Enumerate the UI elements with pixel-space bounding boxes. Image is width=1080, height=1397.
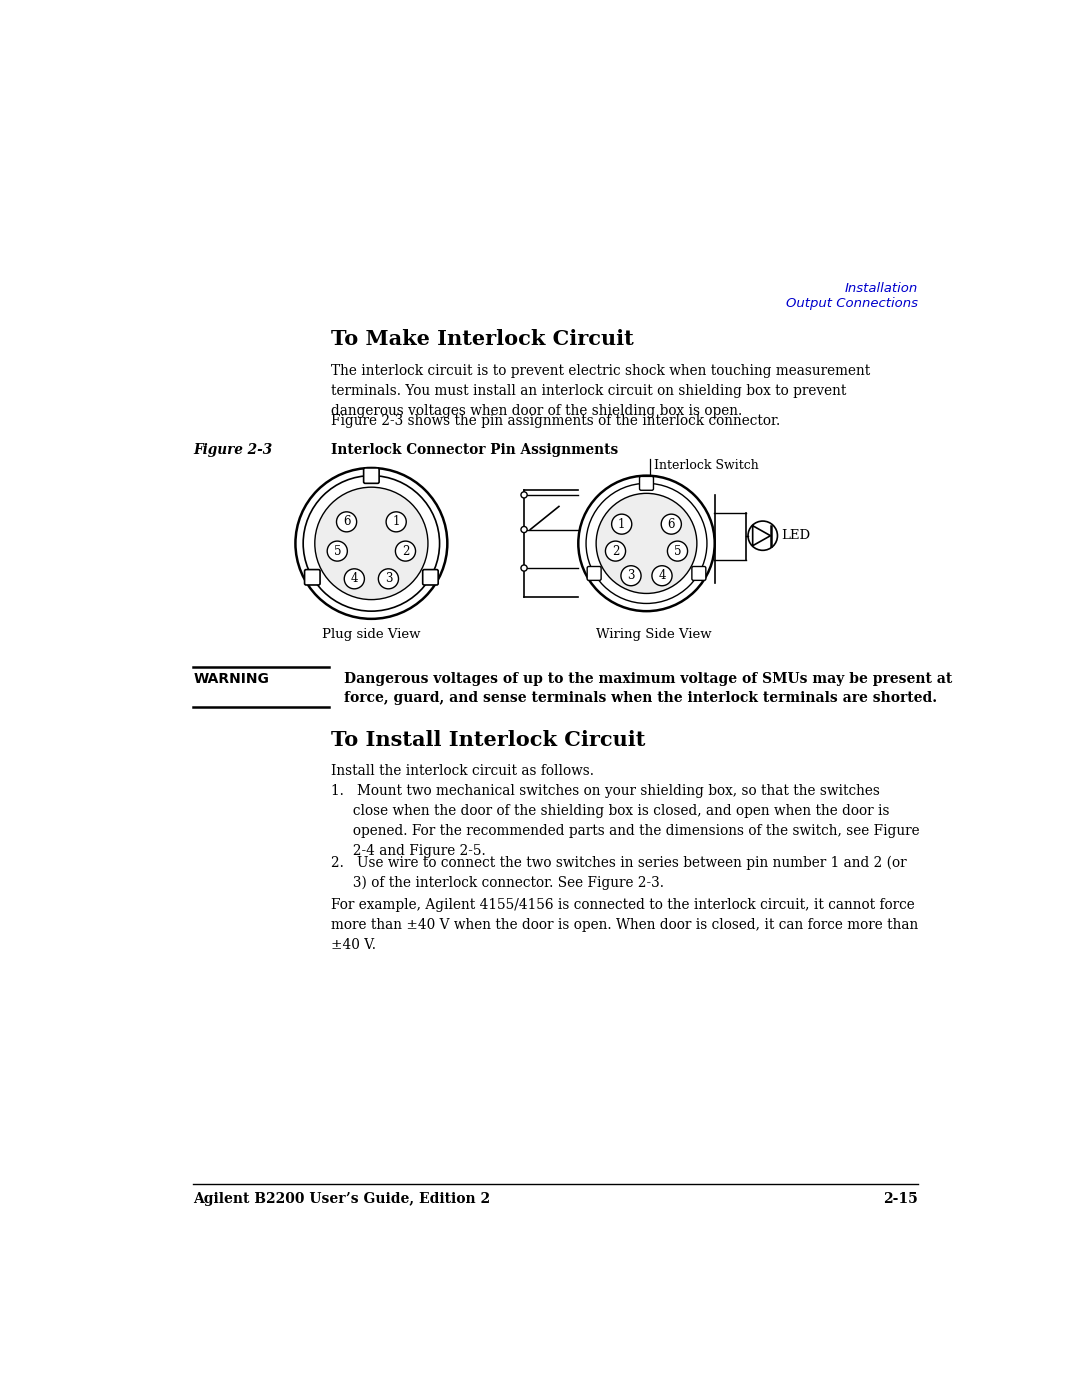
Text: Installation: Installation xyxy=(845,282,918,295)
Circle shape xyxy=(387,511,406,532)
Circle shape xyxy=(345,569,364,588)
Polygon shape xyxy=(753,525,770,546)
Circle shape xyxy=(296,468,447,619)
Text: Figure 2-3 shows the pin assignments of the interlock connector.: Figure 2-3 shows the pin assignments of … xyxy=(332,414,781,427)
Circle shape xyxy=(652,566,672,585)
Circle shape xyxy=(521,564,527,571)
Circle shape xyxy=(314,488,428,599)
Text: 6: 6 xyxy=(342,515,350,528)
Circle shape xyxy=(521,527,527,532)
Circle shape xyxy=(578,475,715,610)
Circle shape xyxy=(327,541,348,562)
Text: 6: 6 xyxy=(667,518,675,531)
FancyBboxPatch shape xyxy=(639,476,653,490)
Text: Agilent B2200 User’s Guide, Edition 2: Agilent B2200 User’s Guide, Edition 2 xyxy=(193,1192,490,1206)
Text: To Install Interlock Circuit: To Install Interlock Circuit xyxy=(332,729,646,750)
Text: For example, Agilent 4155/4156 is connected to the interlock circuit, it cannot : For example, Agilent 4155/4156 is connec… xyxy=(332,898,918,951)
Text: Dangerous voltages of up to the maximum voltage of SMUs may be present at
force,: Dangerous voltages of up to the maximum … xyxy=(345,672,953,705)
Circle shape xyxy=(611,514,632,534)
Text: WARNING: WARNING xyxy=(193,672,269,686)
FancyBboxPatch shape xyxy=(588,567,602,580)
Circle shape xyxy=(667,541,688,562)
Text: LED: LED xyxy=(781,529,810,542)
Circle shape xyxy=(378,569,399,588)
Circle shape xyxy=(596,493,697,594)
Text: 3: 3 xyxy=(627,569,635,583)
Text: 5: 5 xyxy=(334,545,341,557)
FancyBboxPatch shape xyxy=(422,570,438,585)
Text: 2-15: 2-15 xyxy=(883,1192,918,1206)
FancyBboxPatch shape xyxy=(305,570,320,585)
FancyBboxPatch shape xyxy=(364,468,379,483)
Text: Interlock Connector Pin Assignments: Interlock Connector Pin Assignments xyxy=(332,443,618,457)
Text: To Make Interlock Circuit: To Make Interlock Circuit xyxy=(332,330,634,349)
Text: Output Connections: Output Connections xyxy=(786,298,918,310)
Text: 2.   Use wire to connect the two switches in series between pin number 1 and 2 (: 2. Use wire to connect the two switches … xyxy=(332,855,907,890)
Text: 1.   Mount two mechanical switches on your shielding box, so that the switches
 : 1. Mount two mechanical switches on your… xyxy=(332,784,920,858)
Text: 2: 2 xyxy=(402,545,409,557)
FancyBboxPatch shape xyxy=(692,567,706,580)
Circle shape xyxy=(395,541,416,562)
Circle shape xyxy=(606,541,625,562)
Text: 1: 1 xyxy=(618,518,625,531)
Circle shape xyxy=(521,492,527,497)
Text: The interlock circuit is to prevent electric shock when touching measurement
ter: The interlock circuit is to prevent elec… xyxy=(332,365,870,418)
Text: 4: 4 xyxy=(351,573,359,585)
Text: Wiring Side View: Wiring Side View xyxy=(596,629,712,641)
Circle shape xyxy=(621,566,642,585)
Text: 4: 4 xyxy=(658,569,665,583)
Text: 3: 3 xyxy=(384,573,392,585)
Text: Figure 2-3: Figure 2-3 xyxy=(193,443,272,457)
Text: 2: 2 xyxy=(611,545,619,557)
Text: Interlock Switch: Interlock Switch xyxy=(654,458,759,472)
Circle shape xyxy=(661,514,681,534)
Text: 5: 5 xyxy=(674,545,681,557)
Text: 1: 1 xyxy=(392,515,400,528)
Text: Plug side View: Plug side View xyxy=(322,629,420,641)
Circle shape xyxy=(337,511,356,532)
Text: Install the interlock circuit as follows.: Install the interlock circuit as follows… xyxy=(332,764,594,778)
